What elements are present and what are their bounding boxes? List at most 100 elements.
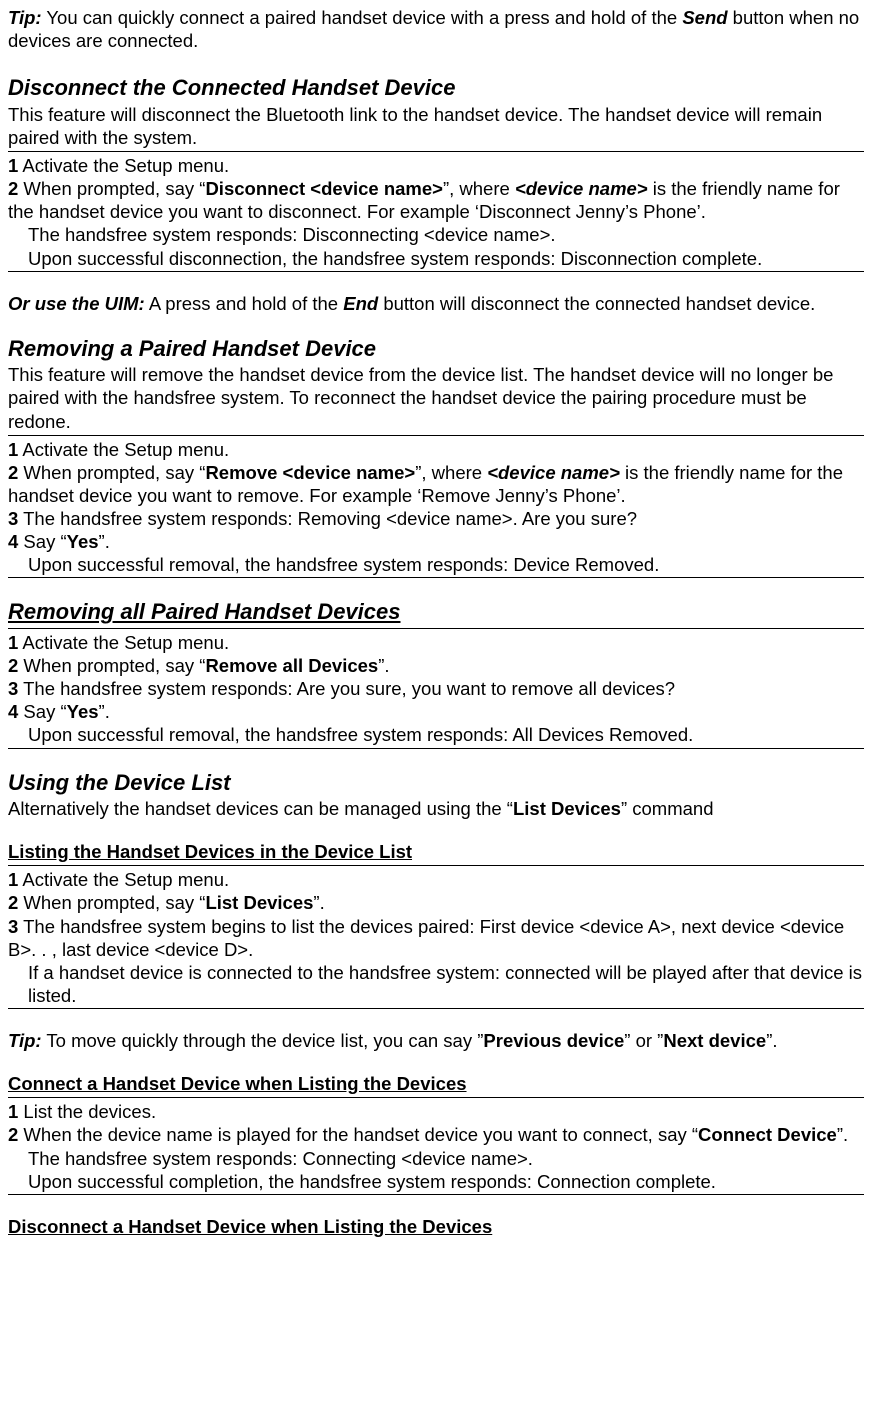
- tip-paragraph: Tip: You can quickly connect a paired ha…: [8, 6, 864, 52]
- command: Remove all Devices: [205, 655, 378, 676]
- step: 3 The handsfree system responds: Are you…: [8, 677, 864, 700]
- heading-disconnect: Disconnect the Connected Handset Device: [8, 74, 864, 103]
- step: 1 Activate the Setup menu.: [8, 631, 864, 654]
- step: 3 The handsfree system responds: Removin…: [8, 507, 864, 530]
- tip-body: You can quickly connect a paired handset…: [42, 7, 683, 28]
- step-number: 2: [8, 655, 18, 676]
- step-text: Activate the Setup menu.: [18, 155, 229, 176]
- step-text: When prompted, say “: [18, 892, 205, 913]
- divider: [8, 435, 864, 436]
- step-text: When prompted, say “: [18, 178, 205, 199]
- step-text: ”.: [378, 655, 389, 676]
- heading-device-list: Using the Device List: [8, 769, 864, 798]
- step-number: 4: [8, 531, 18, 552]
- step-number: 4: [8, 701, 18, 722]
- step: 3 The handsfree system begins to list th…: [8, 915, 864, 961]
- subheading-listing: Listing the Handset Devices in the Devic…: [8, 840, 864, 864]
- command: Connect Device: [698, 1124, 837, 1145]
- tip-label: Tip:: [8, 7, 42, 28]
- step-number: 1: [8, 869, 18, 890]
- divider: [8, 151, 864, 152]
- heading-remove-all: Removing all Paired Handset Devices: [8, 598, 864, 627]
- tip-keyword-send: Send: [682, 7, 727, 28]
- step-number: 1: [8, 632, 18, 653]
- step-number: 2: [8, 462, 18, 483]
- command: List Devices: [205, 892, 313, 913]
- command: List Devices: [513, 798, 621, 819]
- step: 2 When prompted, say “List Devices”.: [8, 891, 864, 914]
- step-text: Say “: [18, 531, 66, 552]
- step: 1 Activate the Setup menu.: [8, 154, 864, 177]
- tip-text: ”.: [766, 1030, 777, 1051]
- step: 4 Say “Yes”.: [8, 530, 864, 553]
- command: Yes: [67, 531, 99, 552]
- divider: [8, 1194, 864, 1195]
- step-number: 2: [8, 1124, 18, 1145]
- heading-remove-one: Removing a Paired Handset Device: [8, 335, 864, 364]
- step-text: The handsfree system responds: Removing …: [18, 508, 637, 529]
- intro-disconnect: This feature will disconnect the Bluetoo…: [8, 103, 864, 149]
- response-text: The handsfree system responds: Disconnec…: [8, 223, 864, 246]
- command: Previous device: [483, 1030, 624, 1051]
- command: Remove <device name>: [205, 462, 415, 483]
- variable: <device name>: [487, 462, 620, 483]
- tip-text: To move quickly through the device list,…: [42, 1030, 484, 1051]
- divider: [8, 577, 864, 578]
- divider: [8, 1097, 864, 1098]
- step: 2 When prompted, say “Remove <device nam…: [8, 461, 864, 507]
- divider: [8, 271, 864, 272]
- step: 1 Activate the Setup menu.: [8, 868, 864, 891]
- response-text: Upon successful disconnection, the hands…: [8, 247, 864, 270]
- uim-paragraph: Or use the UIM: A press and hold of the …: [8, 292, 864, 315]
- response-text: Upon successful removal, the handsfree s…: [8, 723, 864, 746]
- step-number: 2: [8, 892, 18, 913]
- step-text: The handsfree system begins to list the …: [8, 916, 844, 960]
- step: 2 When prompted, say “Disconnect <device…: [8, 177, 864, 223]
- step-text: When prompted, say “: [18, 655, 205, 676]
- step-text: ”.: [837, 1124, 848, 1145]
- step-number: 1: [8, 1101, 18, 1122]
- step: 2 When the device name is played for the…: [8, 1123, 864, 1146]
- uim-keyword-end: End: [343, 293, 378, 314]
- step-text: ”, where: [443, 178, 515, 199]
- intro-text: Alternatively the handset devices can be…: [8, 798, 513, 819]
- step: 1 Activate the Setup menu.: [8, 438, 864, 461]
- uim-text: button will disconnect the connected han…: [378, 293, 815, 314]
- tip-paragraph: Tip: To move quickly through the device …: [8, 1029, 864, 1052]
- step: 4 Say “Yes”.: [8, 700, 864, 723]
- variable: <device name>: [515, 178, 648, 199]
- command: Disconnect <device name>: [205, 178, 443, 199]
- step-number: 3: [8, 508, 18, 529]
- step: 1 List the devices.: [8, 1100, 864, 1123]
- command: Next device: [663, 1030, 766, 1051]
- intro-device-list: Alternatively the handset devices can be…: [8, 797, 864, 820]
- step-text: When the device name is played for the h…: [18, 1124, 698, 1145]
- step-text: When prompted, say “: [18, 462, 205, 483]
- step-text: ”.: [99, 531, 110, 552]
- step-text: Activate the Setup menu.: [18, 632, 229, 653]
- uim-text: A press and hold of the: [145, 293, 344, 314]
- step-number: 1: [8, 155, 18, 176]
- tip-label: Tip:: [8, 1030, 42, 1051]
- step-text: Activate the Setup menu.: [18, 869, 229, 890]
- response-text: The handsfree system responds: Connectin…: [8, 1147, 864, 1170]
- step-text: ”.: [99, 701, 110, 722]
- subheading-connect-listing: Connect a Handset Device when Listing th…: [8, 1072, 864, 1096]
- step-number: 3: [8, 916, 18, 937]
- step-text: The handsfree system responds: Are you s…: [18, 678, 675, 699]
- response-text: If a handset device is connected to the …: [8, 961, 864, 1007]
- divider: [8, 865, 864, 866]
- intro-text: ” command: [621, 798, 714, 819]
- step-number: 2: [8, 178, 18, 199]
- step: 2 When prompted, say “Remove all Devices…: [8, 654, 864, 677]
- divider: [8, 748, 864, 749]
- subheading-disconnect-listing: Disconnect a Handset Device when Listing…: [8, 1215, 864, 1239]
- response-text: Upon successful completion, the handsfre…: [8, 1170, 864, 1193]
- command: Yes: [67, 701, 99, 722]
- intro-remove-one: This feature will remove the handset dev…: [8, 363, 864, 432]
- tip-text: ” or ”: [624, 1030, 663, 1051]
- divider: [8, 628, 864, 629]
- divider: [8, 1008, 864, 1009]
- uim-label: Or use the UIM:: [8, 293, 145, 314]
- step-text: Say “: [18, 701, 66, 722]
